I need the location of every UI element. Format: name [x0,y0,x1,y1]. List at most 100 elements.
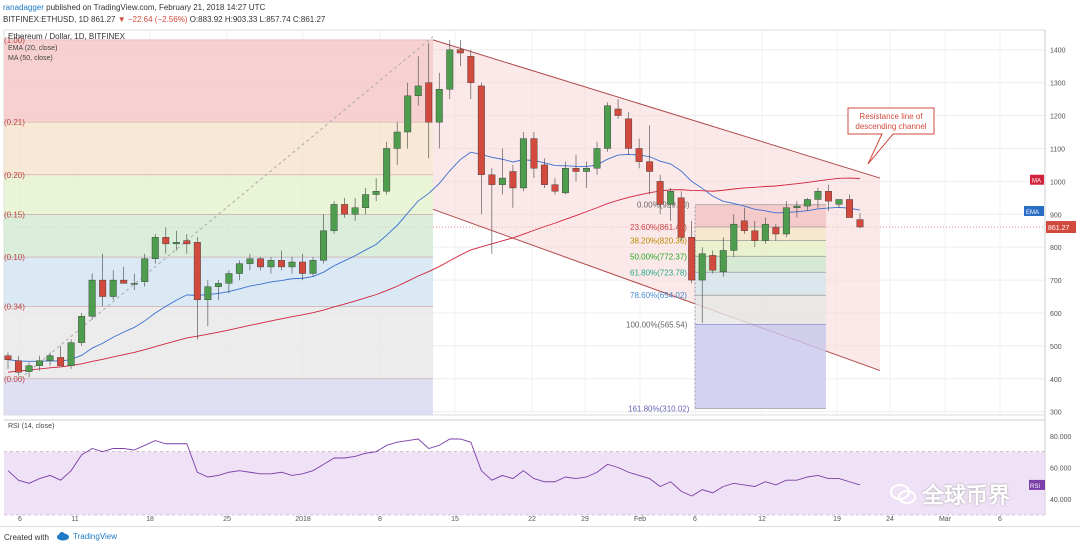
fib-zone-label: (0.34) [4,302,25,311]
candle-body [740,220,748,231]
candle [583,161,590,188]
candle-body [846,199,853,218]
candle-body [435,89,443,123]
rsi-tag-box [1029,479,1045,490]
rsi-tick-label: 80.000 [1050,434,1072,441]
candle-body [698,253,706,281]
fib-zone-label: (0.15) [4,210,25,219]
ohlc-values: O:883.92 H:903.33 L:857.74 C:861.27 [189,15,326,24]
retracement-label: 38.20%(820.36) [630,236,687,245]
candle-body [446,49,454,90]
candle [814,187,822,208]
x-tick-label: 6 [998,516,1002,523]
rsi-line [7,438,861,497]
candle [130,273,138,290]
candle-body [572,168,580,172]
candle-body [25,365,33,372]
ma-line [7,177,861,373]
ema-tag-box [1024,205,1044,216]
candle [193,237,201,340]
candle [519,132,527,192]
candle-body [761,223,769,241]
candle [698,247,706,323]
candle [288,257,296,274]
symbol-label: BITFINEX:ETHUSD, 1D [3,15,89,24]
candle [709,250,717,274]
candle-body [667,191,675,205]
y-tick-label: 700 [1050,278,1062,285]
candle [488,168,496,254]
symbol-line: BITFINEX:ETHUSD, 1D 861.27 ▼ −22.64 (−2.… [3,15,325,24]
candle [793,201,801,218]
candle-body [730,223,738,251]
candle [846,194,853,218]
retracement-label: 78.60%(654.02) [630,291,687,300]
candle-body [372,191,380,195]
candle [309,257,317,277]
candle-body [193,242,201,301]
cloud-icon [57,532,69,541]
candle-body [225,273,233,284]
candle-body [719,250,727,273]
candle [46,352,54,366]
tradingview-brand[interactable]: TradingView [56,531,117,541]
candle [162,227,170,254]
rsi-panel: 40.000 60.000 80.000 RSI [4,419,1072,516]
candle [456,39,464,67]
chart-title: Ethereum / Dollar, 1D, BITFINEX [8,32,126,41]
candle-body [88,279,96,317]
candle [404,82,412,149]
candle [351,197,359,221]
retracement-zone [695,272,826,296]
candle-body [509,171,517,189]
x-tick-label: 8 [378,516,382,523]
candle-body [393,131,401,149]
author-link[interactable]: ranadagger [3,3,44,12]
candle [372,178,380,202]
annotation-line-1: Resistance line of [859,112,923,121]
candle [120,266,128,284]
price-change: ▼ −22.64 (−2.56%) [117,15,188,24]
y-tick-label: 1300 [1050,81,1066,88]
candle-body [267,260,275,268]
candle [278,250,285,271]
candle-body [467,56,475,83]
fib-zone [4,214,433,258]
candle [509,164,517,208]
candle [246,253,254,271]
x-tick-label: 6 [18,516,22,523]
candle-body [330,204,338,231]
candle-body [99,279,107,297]
candle [498,148,506,195]
candle [172,230,180,251]
candle-body [540,164,548,185]
fib-zone-label: (0.21) [4,118,25,127]
candle-body [246,258,254,264]
candle-body [351,207,359,215]
candle-body [204,286,212,301]
retracement-label: 50.00%(772.37) [630,252,687,261]
retracement-zone [695,324,826,409]
candle [320,214,328,264]
y-tick-label: 300 [1050,410,1062,417]
candle-body [320,230,328,261]
candle [57,345,65,366]
candle-body [625,118,633,149]
x-tick-label: 25 [223,516,231,523]
candle [78,312,86,346]
candle-body [709,255,717,271]
candle [362,187,370,215]
footer-bar: Created with TradingView [0,526,1080,547]
tradingview-text: TradingView [73,531,118,541]
candle-body [256,258,264,268]
candle-body [130,283,138,285]
candle [330,201,338,235]
x-tick-label: 11 [71,516,78,523]
price-chart[interactable]: (1.00) (0.21) (0.20) (0.15) (0.10) (0.34) (0.0… [0,0,1080,526]
retracement-zone [695,240,826,257]
retracement-zone [695,204,826,227]
rsi-band [4,451,1045,515]
price-tag-text: 861.27 [1048,225,1070,232]
retracement-label: 61.80%(723.78) [630,268,687,277]
